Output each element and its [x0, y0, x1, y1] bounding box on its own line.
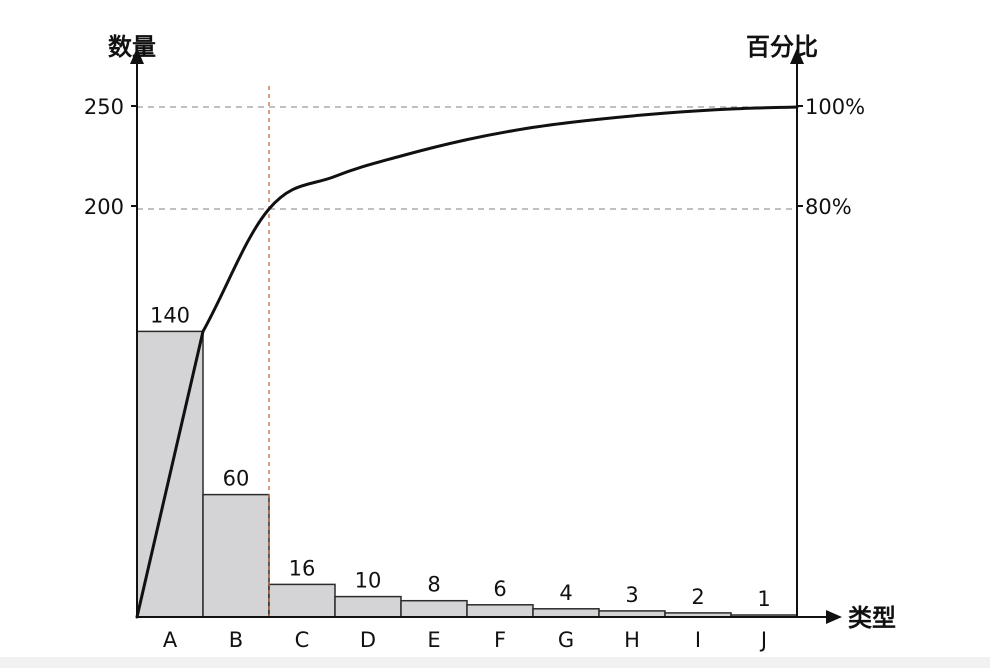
data-label-J: 1 [757, 587, 770, 611]
bar-B [202, 493, 270, 618]
category-label-A: A [163, 628, 178, 652]
y-axis-title: 数量 [108, 33, 156, 61]
cumulative-line-layer [135, 105, 799, 619]
y2-axis-title: 百分比 [746, 33, 818, 61]
y2-tick-label: 80% [805, 195, 852, 219]
bar-D [334, 595, 402, 618]
category-label-G: G [558, 628, 574, 652]
bar-E [400, 599, 468, 618]
data-label-C: 16 [289, 556, 316, 580]
category-label-D: D [360, 628, 376, 652]
data-label-H: 3 [625, 583, 638, 607]
category-label-C: C [295, 628, 310, 652]
bar-C [268, 583, 336, 618]
cumulative-percentage-line [135, 105, 799, 619]
data-label-F: 6 [493, 577, 506, 601]
category-label-F: F [494, 628, 506, 652]
data-label-A: 140 [150, 303, 190, 327]
y-axis-left-arrow-icon [130, 48, 144, 64]
category-label-E: E [427, 628, 440, 652]
category-label-H: H [624, 628, 640, 652]
data-label-E: 8 [427, 573, 440, 597]
bottom-strip [0, 657, 990, 668]
bar-F [466, 604, 534, 618]
bars-layer: 140 A 60 B 16 C 10 D 8 E 6 F 4 G 3 H 2 I 1 J [136, 303, 798, 652]
y-tick-label: 200 [84, 195, 124, 219]
bar-G [532, 608, 600, 618]
category-label-I: I [695, 628, 701, 652]
x-axis-title: 类型 [848, 604, 896, 632]
guides-layer [137, 86, 797, 617]
y-axis-right-arrow-icon [790, 48, 804, 64]
data-label-G: 4 [559, 581, 572, 605]
data-label-D: 10 [355, 569, 382, 593]
category-label-J: J [759, 628, 767, 652]
category-label-B: B [229, 628, 243, 652]
data-label-B: 60 [223, 467, 250, 491]
data-label-I: 2 [691, 585, 704, 609]
y2-tick-label: 100% [805, 95, 865, 119]
y-tick-label: 250 [84, 95, 124, 119]
x-axis-arrow-icon [826, 610, 842, 624]
